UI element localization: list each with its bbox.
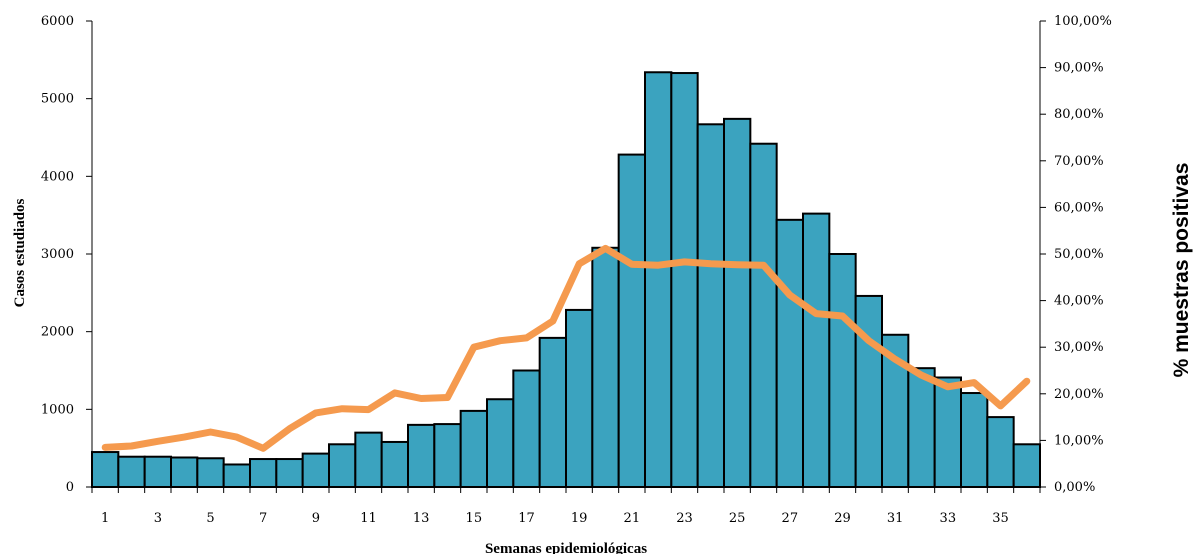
- bar: [986, 416, 1015, 489]
- y-tick-label: 6000: [41, 14, 74, 29]
- bar: [328, 443, 357, 488]
- y2-tick-label: 30,00%: [1054, 340, 1104, 355]
- bar: [802, 212, 831, 488]
- x-tick-label: 19: [571, 511, 588, 526]
- x-tick-label: 1: [101, 511, 109, 526]
- bar: [591, 246, 620, 488]
- y-tick-label: 3000: [41, 247, 74, 262]
- y2-axis-label: % muestras positivas: [1170, 163, 1193, 378]
- x-axis-ticks: 1 3 5 7 9 11 13 15 17 19 21 23 25 27 29 31 33 35: [91, 487, 1041, 526]
- bar: [644, 71, 673, 488]
- bar: [907, 367, 936, 489]
- x-tick-label: 21: [624, 511, 641, 526]
- y2-tick-label: 90,00%: [1054, 61, 1104, 76]
- bar: [380, 440, 409, 489]
- bar-series: [91, 71, 1042, 489]
- bar: [301, 452, 330, 488]
- bar: [222, 463, 252, 488]
- y2-tick-label: 60,00%: [1054, 200, 1104, 215]
- x-tick-label: 33: [940, 511, 957, 526]
- y-tick-label: 0: [66, 480, 74, 495]
- bar: [775, 218, 805, 488]
- left-axis-ticks: 0 1000 2000 3000 4000 5000 6000: [41, 14, 92, 495]
- y-tick-label: 2000: [41, 325, 74, 340]
- x-tick-label: 7: [259, 511, 267, 526]
- x-tick-label: 5: [206, 511, 214, 526]
- y2-tick-label: 40,00%: [1054, 294, 1104, 309]
- bar: [696, 123, 726, 489]
- bar: [170, 456, 199, 488]
- x-tick-label: 17: [518, 511, 535, 526]
- y-tick-label: 5000: [41, 92, 74, 107]
- bar: [723, 117, 752, 489]
- bar: [91, 451, 120, 488]
- x-tick-label: 3: [154, 511, 162, 526]
- y2-tick-label: 80,00%: [1054, 107, 1104, 122]
- y2-tick-label: 10,00%: [1054, 433, 1104, 448]
- x-tick-label: 29: [834, 511, 851, 526]
- y2-tick-label: 20,00%: [1054, 387, 1104, 402]
- bar: [354, 431, 383, 488]
- bar: [143, 455, 173, 488]
- bar: [854, 294, 884, 488]
- right-axis-ticks: 0,00% 10,00% 20,00% 30,00% 40,00% 50,00% 60,00…: [1040, 14, 1112, 495]
- bar: [486, 398, 515, 488]
- bar: [617, 153, 647, 488]
- positive-percentage-line: [101, 244, 1031, 452]
- y-tick-label: 1000: [41, 402, 74, 417]
- x-tick-label: 11: [360, 511, 377, 526]
- bar: [433, 423, 462, 488]
- y2-tick-label: 70,00%: [1054, 154, 1104, 169]
- x-tick-label: 15: [466, 511, 483, 526]
- x-tick-label: 31: [887, 511, 904, 526]
- bar: [749, 142, 778, 488]
- y2-tick-label: 0,00%: [1054, 480, 1095, 495]
- bar: [407, 423, 436, 489]
- bar: [196, 457, 225, 489]
- bar: [275, 458, 304, 489]
- y-axis-label: Casos estudiados: [12, 198, 28, 307]
- y2-tick-label: 100,00%: [1054, 14, 1112, 29]
- x-tick-label: 13: [413, 511, 430, 526]
- x-tick-label: 25: [729, 511, 746, 526]
- bar: [1012, 443, 1042, 488]
- bar: [670, 72, 699, 489]
- x-tick-label: 35: [992, 511, 1009, 526]
- bar: [538, 336, 568, 488]
- x-axis-label: Semanas epidemiológicas: [485, 541, 647, 554]
- bar: [933, 376, 963, 488]
- bar: [960, 392, 989, 489]
- x-tick-label: 27: [782, 511, 799, 526]
- y-tick-label: 4000: [41, 169, 74, 184]
- y2-tick-label: 50,00%: [1054, 247, 1104, 262]
- bar: [459, 409, 488, 488]
- bar: [249, 458, 278, 489]
- bar: [512, 369, 541, 488]
- bar: [117, 455, 146, 488]
- x-tick-label: 23: [676, 511, 693, 526]
- x-tick-label: 9: [312, 511, 320, 526]
- bar: [565, 308, 594, 489]
- bar: [828, 253, 857, 488]
